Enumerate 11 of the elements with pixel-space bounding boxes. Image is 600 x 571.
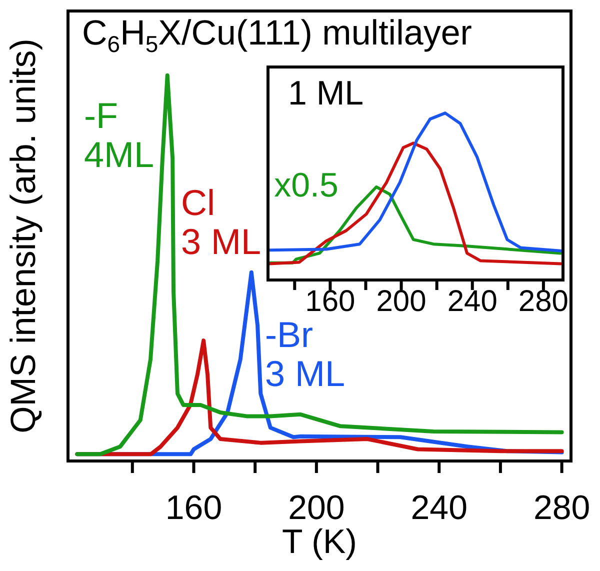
y-axis-title: QMS intensity (arb. units) [4,38,44,434]
x-tick-label: 280 [518,285,568,318]
series-label: -F 4ML [84,94,154,175]
x-tick-label: 280 [533,489,590,527]
annotation: x0.5 [274,166,338,204]
text: Cl 3 ML [181,182,262,262]
x-tick-label: 160 [165,489,222,527]
x-tick-label: 240 [410,489,468,527]
annotation: 1 ML [288,74,364,112]
x-tick-label: 240 [447,285,498,318]
x-tick-label: 200 [376,285,426,318]
